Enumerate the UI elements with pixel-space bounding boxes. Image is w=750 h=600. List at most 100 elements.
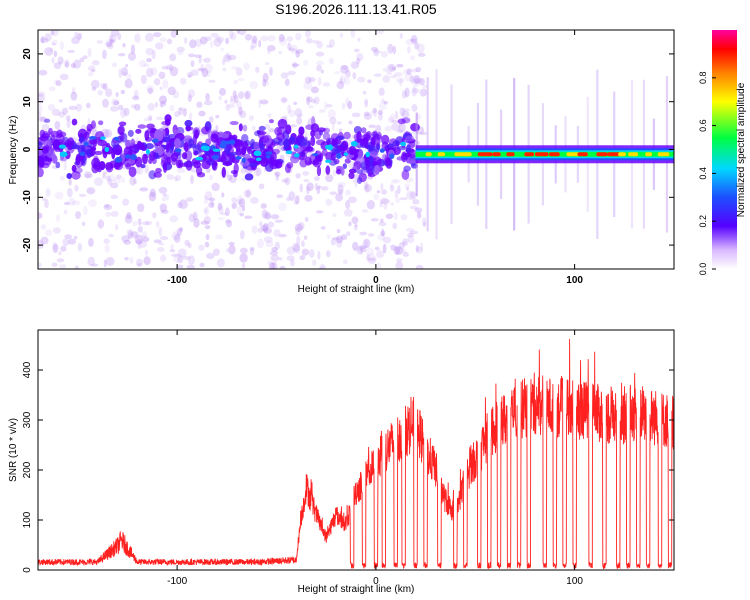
spectrogram-noise-blob: [350, 61, 360, 69]
spectrogram-noise-blob: [38, 91, 46, 97]
spectrogram-noise-blob: [335, 235, 344, 244]
spectrogram-noise-blob: [237, 194, 243, 205]
spectrogram-band-blob: [162, 162, 168, 174]
spectrogram-noise-blob: [107, 43, 114, 50]
spectrogram-noise-blob: [187, 89, 195, 98]
spectrogram-noise-blob: [140, 74, 147, 85]
spectrogram-noise-blob: [269, 265, 278, 269]
spectrogram-noise-blob: [161, 66, 169, 70]
spectrogram-noise-blob: [116, 174, 122, 179]
spectrogram-hot-blob: [312, 153, 319, 157]
spectrogram-band-blob: [117, 125, 125, 136]
spectrogram-noise-blob: [343, 208, 353, 217]
spectrogram-noise-blob: [382, 74, 391, 83]
spectrogram-noise-blob: [378, 221, 387, 227]
spectrogram-band-blob: [340, 166, 345, 176]
spectrogram-noise-blob: [66, 114, 71, 122]
spectrogram-noise-blob: [419, 88, 428, 97]
spectrogram-noise-blob: [134, 33, 141, 43]
spectrogram-noise-blob: [339, 74, 347, 84]
spectrogram-noise-blob: [406, 68, 412, 75]
spectrogram-noise-blob: [159, 37, 167, 43]
spectrogram-band-blob: [290, 135, 295, 145]
spectrogram-noise-blob: [130, 231, 139, 238]
spectrogram-noise-blob: [225, 37, 230, 45]
spectrogram-noise-blob: [414, 41, 419, 50]
spectrogram-band-blob: [109, 160, 116, 169]
spectrogram-x-tick-label: 100: [566, 275, 583, 286]
spectrogram-noise-blob: [188, 213, 195, 223]
spectrogram-noise-blob: [267, 113, 272, 118]
spectrogram-noise-blob: [409, 230, 419, 235]
signal-peak: [506, 152, 515, 157]
spectrogram-noise-blob: [177, 50, 184, 56]
spectrogram-noise-blob: [235, 67, 243, 76]
spectrogram-noise-blob: [153, 78, 161, 86]
spectrogram-noise-blob: [105, 41, 113, 48]
spectrogram-noise-blob: [187, 242, 192, 249]
spectrogram-noise-blob: [215, 234, 224, 240]
spectrogram-band-blob: [392, 140, 399, 147]
spectrogram-noise-blob: [239, 212, 245, 217]
spectrogram-noise-blob: [402, 252, 409, 257]
spectrogram-noise-blob: [412, 198, 420, 205]
spectrogram-noise-blob: [103, 259, 107, 268]
spectrogram-noise-blob: [422, 221, 427, 228]
spectrogram-noise-blob: [217, 217, 225, 221]
spectrogram-noise-blob: [335, 193, 343, 202]
spectrogram-noise-blob: [208, 79, 216, 83]
spectrogram-band-blob: [330, 151, 337, 161]
spectrogram-noise-blob: [130, 104, 137, 109]
spectrogram-band-blob: [334, 147, 341, 155]
spectrogram-noise-blob: [411, 103, 418, 112]
spectrogram-noise-blob: [320, 186, 329, 191]
spectrogram-band-blob: [78, 137, 86, 142]
spectrogram-noise-blob: [409, 191, 417, 200]
spectrogram-band-blob: [242, 124, 248, 132]
spectrogram-noise-blob: [215, 114, 220, 119]
spectrogram-noise-blob: [276, 194, 284, 199]
spectrogram-band-blob: [76, 162, 83, 168]
spectrogram-hot-blob: [145, 149, 150, 155]
spectrogram-noise-blob: [167, 86, 176, 96]
spectrogram-hot-blob: [115, 156, 123, 163]
spectrogram-band-blob: [335, 135, 346, 141]
spectrogram-x-tick-label: -100: [167, 275, 187, 286]
spectrogram-noise-blob: [284, 114, 288, 120]
spectrogram-noise-blob: [137, 226, 143, 233]
spectrogram-noise-blob: [71, 86, 76, 95]
spectrogram-band-blob: [247, 162, 258, 168]
spectrogram-noise-blob: [126, 73, 132, 80]
spectrogram-noise-blob: [41, 197, 47, 201]
spectrogram-noise-blob: [45, 188, 51, 197]
spectrogram-noise-blob: [339, 77, 343, 85]
spectrogram-noise-blob: [127, 52, 137, 61]
spectrogram-noise-blob: [153, 239, 162, 244]
spectrogram-band-blob: [348, 172, 355, 180]
spectrogram-band-blob: [89, 139, 98, 145]
spectrogram-hot-blob: [104, 146, 110, 153]
spectrogram-noise-blob: [233, 94, 239, 104]
spectrogram-band-blob: [135, 156, 143, 168]
spectrogram-noise-blob: [390, 244, 397, 251]
spectrogram-band-blob: [128, 166, 137, 178]
spectrogram-noise-blob: [63, 210, 68, 215]
spectrogram-band-blob: [270, 159, 279, 167]
spectrogram-noise-blob: [287, 42, 292, 51]
spectrogram-noise-blob: [265, 212, 272, 219]
spectrogram-hot-blob: [325, 159, 332, 164]
spectrogram-noise-blob: [392, 222, 398, 230]
spectrogram-band-blob: [314, 129, 322, 140]
spectrogram-band-blob: [164, 114, 172, 123]
spectrogram-band-blob: [114, 150, 122, 156]
spectrogram-noise-blob: [265, 240, 274, 248]
spectrogram-noise-blob: [294, 108, 303, 118]
spectrogram-noise-blob: [204, 225, 211, 230]
spectrogram-noise-blob: [210, 40, 214, 49]
spectrogram-noise-blob: [136, 258, 144, 267]
spectrogram-noise-blob: [40, 236, 49, 245]
snr-x-tick-label: -100: [167, 576, 187, 587]
spectrogram-noise-blob: [286, 246, 296, 255]
spectrogram-noise-blob: [316, 64, 322, 72]
spectrogram-noise-blob: [149, 188, 156, 198]
